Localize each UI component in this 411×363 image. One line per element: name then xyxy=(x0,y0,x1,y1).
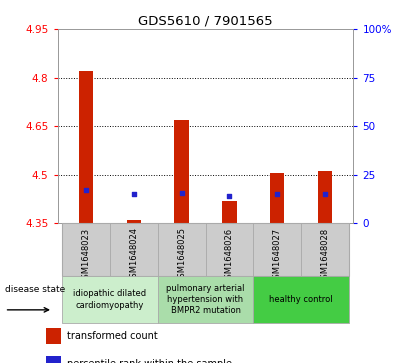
Text: GSM1648024: GSM1648024 xyxy=(129,228,139,284)
Text: GSM1648023: GSM1648023 xyxy=(82,228,91,284)
Bar xyxy=(46,356,61,363)
Bar xyxy=(175,120,189,223)
Bar xyxy=(46,328,61,344)
Point xyxy=(274,191,280,197)
Point xyxy=(83,187,90,193)
Point xyxy=(131,191,137,197)
Bar xyxy=(222,201,236,223)
Text: GSM1648028: GSM1648028 xyxy=(320,228,329,284)
Point xyxy=(226,193,233,199)
Bar xyxy=(110,223,158,276)
Text: pulmonary arterial
hypertension with
BMPR2 mutation: pulmonary arterial hypertension with BMP… xyxy=(166,284,245,315)
Bar xyxy=(62,223,110,276)
Point xyxy=(178,191,185,196)
Text: transformed count: transformed count xyxy=(67,331,158,342)
Bar xyxy=(79,71,93,223)
Bar xyxy=(62,276,158,323)
Text: healthy control: healthy control xyxy=(269,295,333,304)
Text: GSM1648027: GSM1648027 xyxy=(272,228,282,284)
Text: percentile rank within the sample: percentile rank within the sample xyxy=(67,359,232,363)
Bar xyxy=(270,173,284,223)
Bar xyxy=(301,223,349,276)
Point xyxy=(321,191,328,197)
Title: GDS5610 / 7901565: GDS5610 / 7901565 xyxy=(138,15,273,28)
Bar xyxy=(318,171,332,223)
Bar xyxy=(253,276,349,323)
Bar xyxy=(158,223,206,276)
Bar xyxy=(158,276,253,323)
Bar xyxy=(253,223,301,276)
Text: disease state: disease state xyxy=(5,285,65,294)
Text: GSM1648025: GSM1648025 xyxy=(177,228,186,284)
Bar xyxy=(206,223,253,276)
Text: GSM1648026: GSM1648026 xyxy=(225,228,234,284)
Bar xyxy=(127,220,141,223)
Text: idiopathic dilated
cardiomyopathy: idiopathic dilated cardiomyopathy xyxy=(74,289,147,310)
